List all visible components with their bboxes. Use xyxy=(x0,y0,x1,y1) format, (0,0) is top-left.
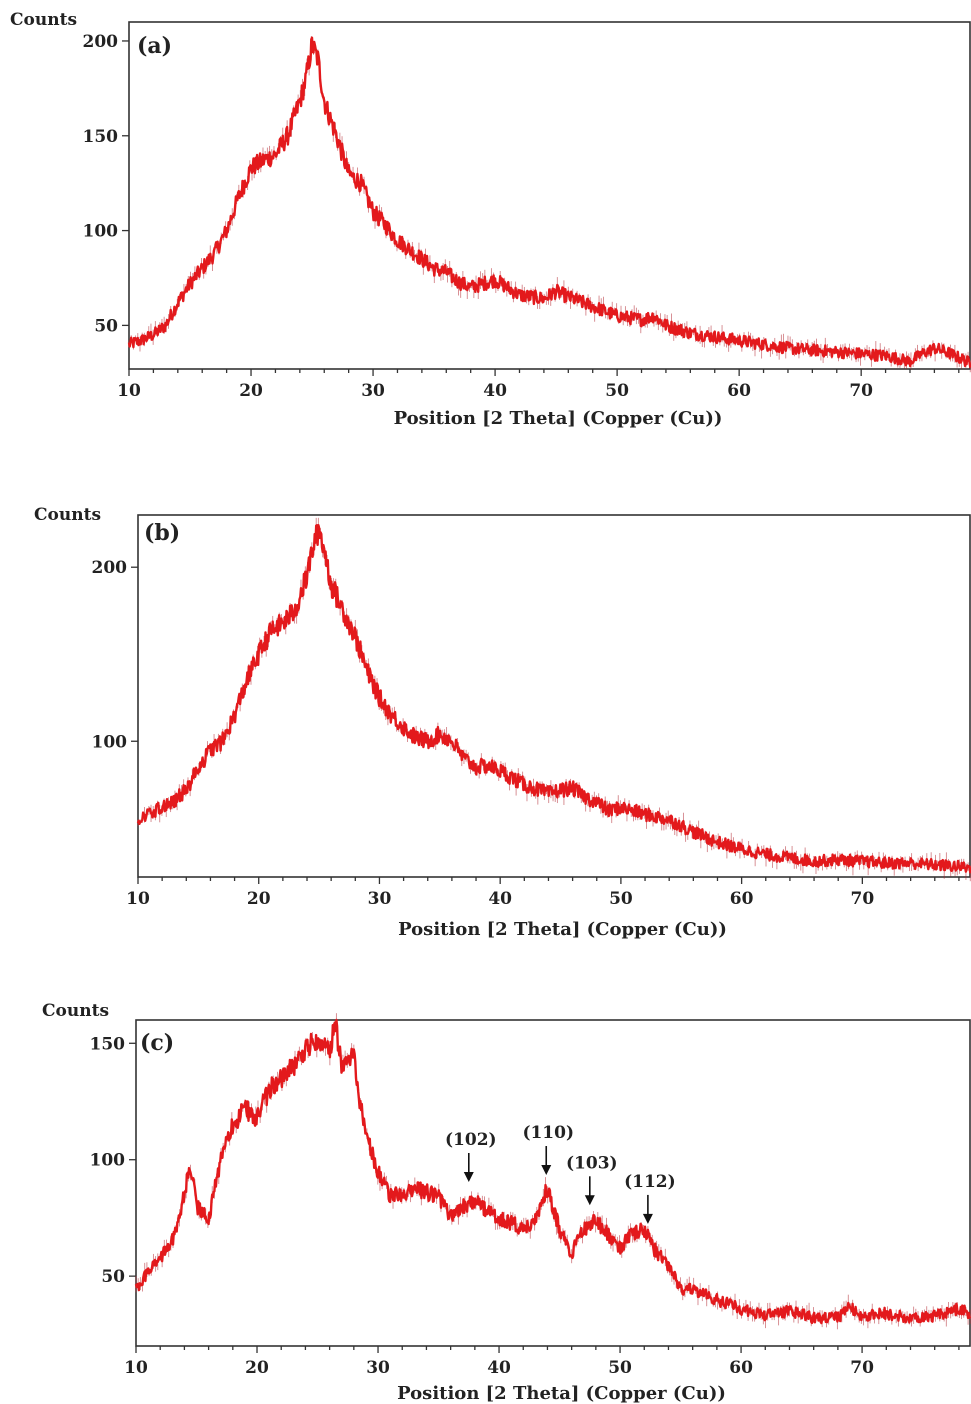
y-tick-label: 100 xyxy=(92,732,128,752)
panel-label: (c) xyxy=(140,1030,174,1056)
peak-annotation: (102) xyxy=(445,1130,497,1182)
x-tick-label: 60 xyxy=(729,1358,753,1378)
xrd-trace xyxy=(134,1018,971,1325)
x-tick-label: 50 xyxy=(609,889,633,909)
x-tick-label: 70 xyxy=(851,889,875,909)
plot-frame xyxy=(137,514,971,878)
peak-label: (112) xyxy=(624,1172,676,1192)
x-tick-label: 60 xyxy=(727,381,751,401)
noise-spikes xyxy=(137,517,971,882)
x-tick-label: 40 xyxy=(487,1358,511,1378)
x-axis-title: Position [2 Theta] (Copper (Cu)) xyxy=(394,408,723,429)
arrowhead-icon xyxy=(642,1213,653,1224)
peak-annotation: (103) xyxy=(566,1153,618,1206)
x-tick-label: 20 xyxy=(245,1358,269,1378)
x-tick-label: 20 xyxy=(247,889,271,909)
panel-label: (b) xyxy=(144,520,180,546)
panel-c: Counts (c) 10 20 30 40 50 60 70 50 100 150 Position … xyxy=(42,1001,971,1404)
y-axis-label: Counts xyxy=(42,1001,109,1021)
x-tick-label: 30 xyxy=(361,381,385,401)
x-tick-label: 50 xyxy=(608,1358,632,1378)
y-tick-label: 150 xyxy=(83,127,119,147)
xrd-trace xyxy=(136,524,971,874)
xrd-trace xyxy=(127,36,971,368)
y-tick-label: 50 xyxy=(101,1267,125,1287)
y-tick-label: 50 xyxy=(94,316,118,336)
x-tick-label: 70 xyxy=(849,381,873,401)
noise-spikes xyxy=(128,35,971,373)
x-axis-title: Position [2 Theta] (Copper (Cu)) xyxy=(397,1383,726,1404)
x-tick-label: 10 xyxy=(126,889,150,909)
x-tick-label: 40 xyxy=(483,381,507,401)
x-tick-label: 10 xyxy=(124,1358,148,1378)
x-tick-label: 20 xyxy=(239,381,263,401)
x-tick-label: 70 xyxy=(850,1358,874,1378)
panel-label: (a) xyxy=(137,33,172,59)
x-tick-label: 30 xyxy=(368,889,392,909)
plot-frame xyxy=(135,1019,971,1347)
arrowhead-icon xyxy=(541,1165,552,1176)
x-tick-label: 40 xyxy=(488,889,512,909)
x-axis-title: Position [2 Theta] (Copper (Cu)) xyxy=(398,919,727,940)
panel-a: Counts (a) 10 20 30 40 50 60 70 50 100 150 200 Positi… xyxy=(10,10,971,429)
y-tick-label: 100 xyxy=(83,222,119,242)
plot-frame xyxy=(128,21,971,370)
peak-label: (110) xyxy=(522,1123,574,1143)
arrowhead-icon xyxy=(463,1172,474,1182)
panel-b: Counts (b) 10 20 30 40 50 60 70 100 200 Position [2… xyxy=(34,505,971,940)
x-tick-label: 30 xyxy=(366,1358,390,1378)
y-tick-label: 200 xyxy=(92,558,128,578)
y-tick-label: 200 xyxy=(83,32,119,52)
x-tick-label: 60 xyxy=(730,889,754,909)
y-axis-label: Counts xyxy=(10,10,77,30)
peak-annotation: (112) xyxy=(624,1172,676,1224)
peak-label: (102) xyxy=(445,1130,497,1150)
y-tick-label: 100 xyxy=(90,1151,126,1171)
noise-spikes xyxy=(135,1013,971,1330)
y-axis-label: Counts xyxy=(34,505,101,525)
peak-annotation: (110) xyxy=(522,1123,574,1176)
x-tick-label: 50 xyxy=(605,381,629,401)
arrowhead-icon xyxy=(584,1195,595,1206)
peak-label: (103) xyxy=(566,1153,618,1173)
x-tick-label: 10 xyxy=(117,381,141,401)
y-tick-label: 150 xyxy=(90,1034,126,1054)
